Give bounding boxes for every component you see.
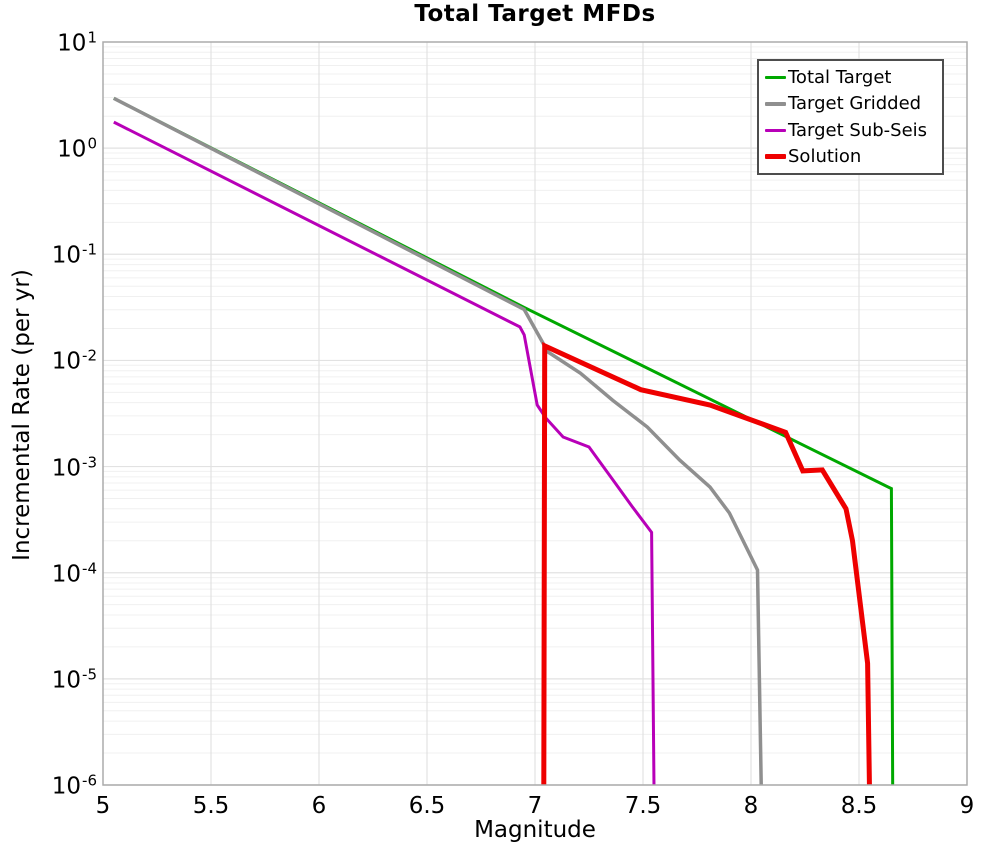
x-tick-label: 9: [959, 793, 975, 819]
series-line-total-target: [113, 96, 895, 785]
y-tick-label: 10-5: [51, 665, 97, 694]
legend-item-label: Target Sub-Seis: [788, 119, 928, 141]
legend-item: Target Sub-Seis: [765, 117, 937, 144]
x-tick-label: 7: [527, 793, 543, 819]
x-tick-label: 7.5: [624, 793, 662, 819]
y-tick-label: 10-4: [51, 559, 97, 588]
x-tick-label: 8: [743, 793, 759, 819]
series-line-target-sub-seis: [113, 120, 656, 785]
x-axis-label: Magnitude: [474, 817, 596, 843]
legend-line-swatch: [765, 75, 786, 79]
y-axis-label: Incremental Rate (per yr): [9, 269, 35, 561]
legend-item-label: Total Target: [788, 66, 892, 88]
y-tick-label: 10-3: [51, 453, 97, 481]
y-tick-label: 10-2: [51, 347, 97, 375]
y-tick-label: 101: [57, 28, 97, 57]
legend-item: Target Gridded: [765, 91, 937, 118]
legend-line-swatch: [765, 154, 786, 160]
x-tick-label: 5: [95, 793, 111, 819]
legend-item-label: Solution: [788, 146, 862, 168]
chart-title: Total Target MFDs: [414, 1, 656, 27]
x-tick-label: 6.5: [408, 793, 446, 819]
plot-border: [102, 41, 968, 786]
series-line-target-gridded: [112, 96, 763, 785]
y-tick-label: 10-6: [51, 771, 97, 800]
x-tick-label: 5.5: [192, 793, 230, 819]
x-tick-label: 8.5: [840, 793, 878, 819]
legend-line-swatch: [765, 128, 786, 132]
series-line-solution: [541, 342, 872, 785]
legend-item: Total Target: [765, 64, 937, 91]
legend-item-label: Target Gridded: [788, 93, 922, 115]
y-tick-label: 10-1: [51, 240, 97, 269]
x-tick-label: 6: [311, 793, 327, 819]
legend: Total Target Target Gridded Target Sub-Sei…: [757, 59, 944, 175]
legend-line-swatch: [765, 102, 786, 106]
legend-item: Solution: [765, 144, 937, 171]
y-tick-label: 100: [57, 134, 97, 163]
